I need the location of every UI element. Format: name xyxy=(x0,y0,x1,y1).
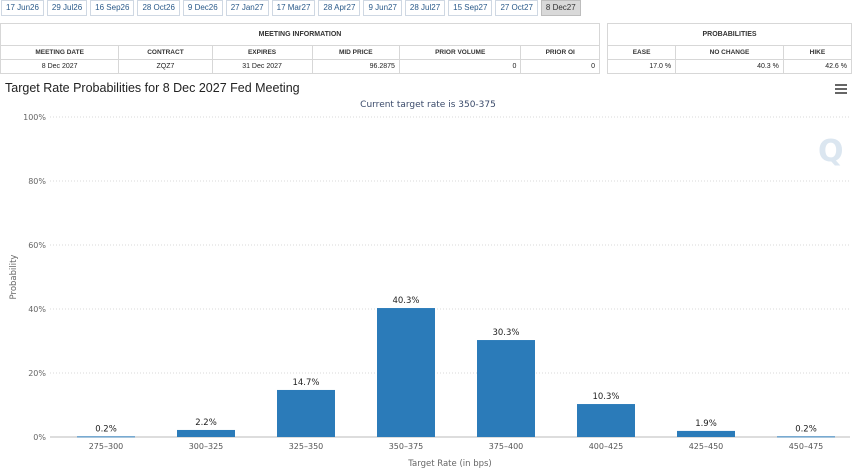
y-tick-label: 60% xyxy=(28,241,46,250)
x-tick-label: 275–300 xyxy=(89,442,124,451)
col-prior-oi: PRIOR OI xyxy=(520,45,600,60)
cell-prior-oi: 0 xyxy=(520,59,600,74)
cell-expires: 31 Dec 2027 xyxy=(211,59,313,74)
tab-28-apr27[interactable]: 28 Apr27 xyxy=(318,0,361,16)
tab-28-oct26[interactable]: 28 Oct26 xyxy=(137,0,180,16)
y-axis-title: Probability xyxy=(9,255,19,300)
x-tick-label: 400–425 xyxy=(589,442,624,451)
col-ease: EASE xyxy=(606,45,677,60)
bar-425-450[interactable] xyxy=(677,430,735,437)
data-label: 0.2% xyxy=(95,424,117,434)
cell-hike: 42.6 % xyxy=(782,59,853,74)
cell-contract: ZQZ7 xyxy=(118,59,213,74)
bar-400-425[interactable] xyxy=(577,404,635,437)
bar-375-400[interactable] xyxy=(477,340,535,437)
chart-title: Target Rate Probabilities for 8 Dec 2027… xyxy=(5,81,300,95)
tab-28-jul27[interactable]: 28 Jul27 xyxy=(404,0,446,16)
menu-icon[interactable] xyxy=(835,84,847,94)
y-tick-label: 80% xyxy=(28,177,46,186)
tab-29-jul26[interactable]: 29 Jul26 xyxy=(46,0,88,16)
col-no-change: NO CHANGE xyxy=(675,45,784,60)
tab-15-sep27[interactable]: 15 Sep27 xyxy=(448,0,493,16)
x-tick-label: 325–350 xyxy=(289,442,324,451)
tab-9-jun27[interactable]: 9 Jun27 xyxy=(363,0,402,16)
meeting-tabs: 17 Jun26 29 Jul26 16 Sep26 28 Oct26 9 Dec26 2… xyxy=(1,0,581,17)
x-tick-label: 450–475 xyxy=(789,442,824,451)
col-meeting-date: MEETING DATE xyxy=(0,45,120,60)
cell-no-change: 40.3 % xyxy=(675,59,784,74)
tab-16-sep26[interactable]: 16 Sep26 xyxy=(90,0,135,16)
cell-ease: 17.0 % xyxy=(606,59,677,74)
data-label: 30.3% xyxy=(492,328,519,338)
y-tick-label: 20% xyxy=(28,369,46,378)
tab-27-jan27[interactable]: 27 Jan27 xyxy=(225,0,269,16)
watermark-q-logo: Q xyxy=(818,134,844,169)
data-label: 2.2% xyxy=(195,418,217,428)
cell-prior-volume: 0 xyxy=(398,59,522,74)
col-contract: CONTRACT xyxy=(118,45,213,60)
col-expires: EXPIRES xyxy=(211,45,313,60)
chart-subtitle: Current target rate is 350-375 xyxy=(360,100,496,110)
meeting-information-table: MEETING INFORMATION MEETING DATE CONTRAC… xyxy=(0,23,600,74)
tab-27-oct27[interactable]: 27 Oct27 xyxy=(495,0,538,16)
data-label: 10.3% xyxy=(592,392,619,402)
bar-325-350[interactable] xyxy=(277,389,335,437)
tab-17-jun26[interactable]: 17 Jun26 xyxy=(1,0,44,16)
x-axis-title: Target Rate (in bps) xyxy=(407,459,492,469)
x-tick-label: 350–375 xyxy=(389,442,424,451)
tab-8-dec27[interactable]: 8 Dec27 xyxy=(540,0,581,16)
x-tick-label: 425–450 xyxy=(689,442,724,451)
x-tick-label: 375–400 xyxy=(489,442,524,451)
col-mid-price: MID PRICE xyxy=(311,45,400,60)
tab-17-mar27[interactable]: 17 Mar27 xyxy=(271,0,316,16)
cell-meeting-date: 8 Dec 2027 xyxy=(0,59,120,74)
probabilities-table: PROBABILITIES EASE NO CHANGE HIKE 17.0 %… xyxy=(606,23,853,74)
data-label: 0.2% xyxy=(795,424,817,434)
x-tick-label: 300–325 xyxy=(189,442,224,451)
col-prior-volume: PRIOR VOLUME xyxy=(398,45,522,60)
bar-275-300[interactable] xyxy=(77,436,135,438)
bar-chart: Current target rate is 350-375 Q 0% 20% 40… xyxy=(9,100,850,469)
tab-9-dec26[interactable]: 9 Dec26 xyxy=(182,0,223,16)
y-tick-label: 0% xyxy=(33,433,46,442)
data-label: 40.3% xyxy=(392,296,419,306)
bar-450-475[interactable] xyxy=(777,436,835,438)
probabilities-header: PROBABILITIES xyxy=(607,23,852,46)
col-hike: HIKE xyxy=(782,45,853,60)
y-tick-label: 40% xyxy=(28,305,46,314)
bar-350-375[interactable] xyxy=(377,308,435,437)
data-label: 1.9% xyxy=(695,419,717,429)
y-tick-label: 100% xyxy=(23,113,46,122)
table-row: 17.0 % 40.3 % 42.6 % xyxy=(606,59,853,74)
table-row: 8 Dec 2027 ZQZ7 31 Dec 2027 96.2875 0 0 xyxy=(0,59,600,74)
svg-text:Q: Q xyxy=(818,134,844,169)
cell-mid-price: 96.2875 xyxy=(311,59,400,74)
data-label: 14.7% xyxy=(292,378,319,388)
meeting-information-header: MEETING INFORMATION xyxy=(0,23,600,46)
bar-300-325[interactable] xyxy=(177,429,235,437)
